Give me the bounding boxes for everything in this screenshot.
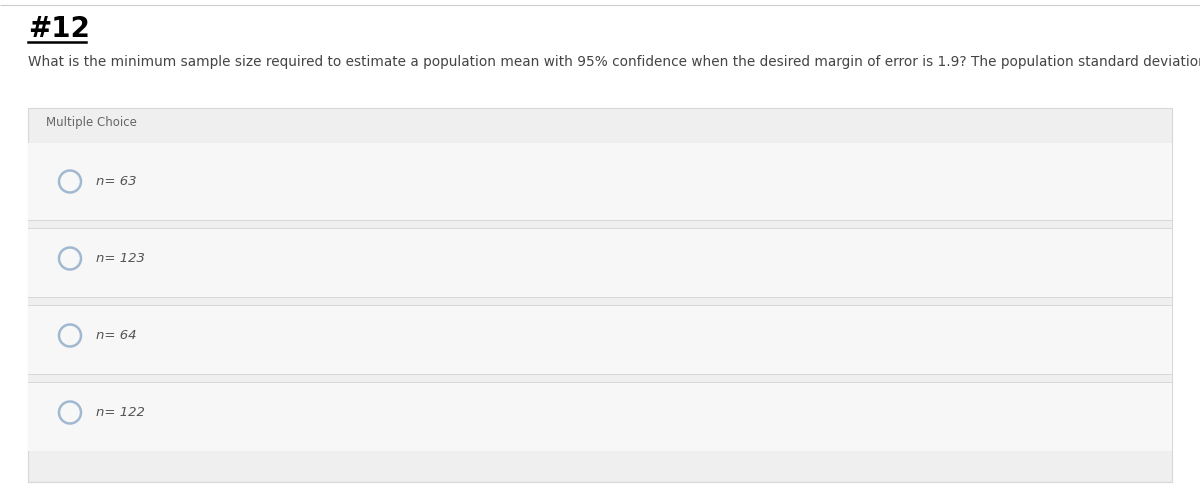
- Text: n= 64: n= 64: [96, 329, 137, 342]
- Text: What is the minimum sample size required to estimate a population mean with 95% : What is the minimum sample size required…: [28, 55, 1200, 69]
- Text: n= 122: n= 122: [96, 406, 145, 419]
- FancyBboxPatch shape: [28, 297, 1172, 305]
- FancyBboxPatch shape: [28, 108, 1172, 482]
- Text: n= 63: n= 63: [96, 175, 137, 188]
- Text: n= 123: n= 123: [96, 252, 145, 265]
- Text: #12: #12: [28, 15, 90, 43]
- FancyBboxPatch shape: [28, 220, 1172, 228]
- FancyBboxPatch shape: [28, 374, 1172, 382]
- FancyBboxPatch shape: [28, 143, 1172, 220]
- Text: Multiple Choice: Multiple Choice: [46, 116, 137, 129]
- FancyBboxPatch shape: [28, 220, 1172, 297]
- FancyBboxPatch shape: [28, 374, 1172, 451]
- FancyBboxPatch shape: [28, 297, 1172, 374]
